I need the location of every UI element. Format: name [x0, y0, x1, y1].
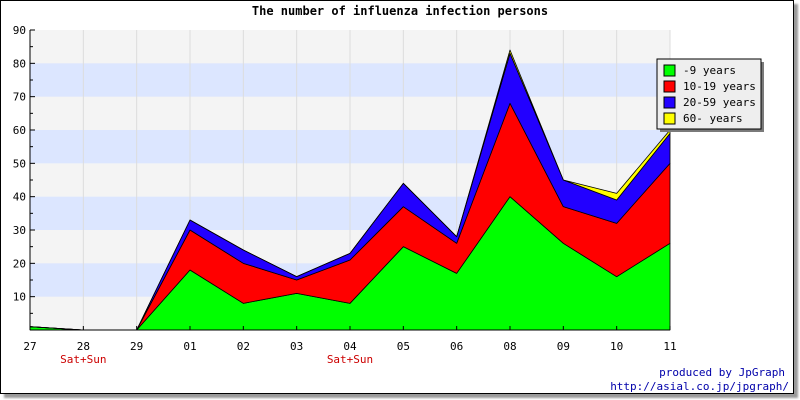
x-tick-label: 08 — [503, 340, 516, 353]
y-tick-label: 10 — [13, 291, 26, 304]
x-tick-label: 05 — [397, 340, 410, 353]
legend-label: 20-59 years — [683, 96, 756, 109]
x-tick-label: 06 — [450, 340, 463, 353]
tick-labels: 10 20 30 40 50 60 70 80 90 27 28 29 01 02 03 04 05 06 08 09… — [13, 24, 677, 353]
y-tick-label: 50 — [13, 157, 26, 170]
y-tick-label: 70 — [13, 91, 26, 104]
legend-label: 10-19 years — [683, 80, 756, 93]
credit-line-2: http://asial.co.jp/jpgraph/ — [610, 380, 789, 393]
x-tick-label: 02 — [237, 340, 250, 353]
legend-label: -9 years — [683, 64, 736, 77]
legend-label: 60- years — [683, 112, 743, 125]
x-tick-label: 04 — [343, 340, 357, 353]
credit-line-1: produced by JpGraph — [659, 366, 785, 379]
legend-swatch — [663, 64, 676, 77]
x-annotation: Sat+Sun — [327, 353, 373, 366]
legend-swatch — [663, 80, 676, 93]
axes — [29, 29, 671, 331]
annotations: Sat+Sun Sat+Sun — [60, 353, 373, 366]
y-tick-label: 30 — [13, 224, 26, 237]
x-tick-label: 10 — [610, 340, 623, 353]
x-annotation: Sat+Sun — [60, 353, 106, 366]
x-tick-label: 29 — [130, 340, 143, 353]
y-tick-label: 60 — [13, 124, 26, 137]
y-tick-label: 80 — [13, 57, 26, 70]
y-tick-label: 20 — [13, 257, 26, 270]
x-tick-label: 27 — [23, 340, 36, 353]
y-tick-label: 90 — [13, 24, 26, 37]
x-tick-label: 28 — [77, 340, 90, 353]
legend-swatch — [663, 112, 676, 125]
y-tick-label: 40 — [13, 191, 26, 204]
x-tick-label: 11 — [663, 340, 676, 353]
chart-title: The number of influenza infection person… — [252, 4, 548, 18]
x-tick-label: 09 — [557, 340, 570, 353]
x-tick-label: 03 — [290, 340, 303, 353]
x-tick-label: 01 — [183, 340, 196, 353]
legend-swatch — [663, 96, 676, 109]
legend: -9 years 10-19 years 20-59 years 60- years — [656, 58, 764, 132]
